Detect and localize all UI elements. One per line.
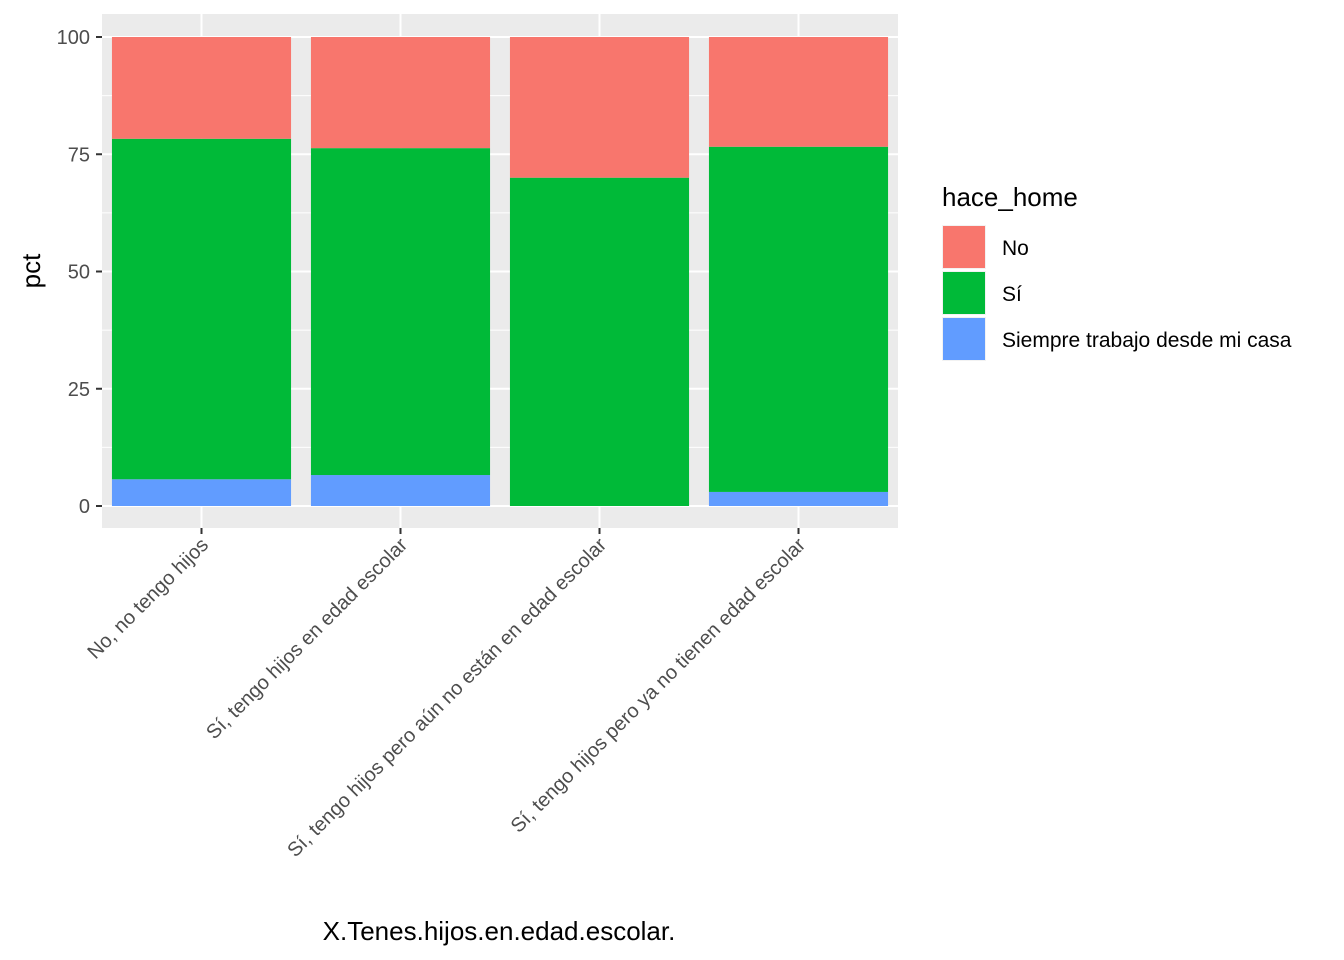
bar-segment bbox=[310, 475, 491, 506]
legend-label: Siempre trabajo desde mi casa bbox=[1002, 329, 1292, 352]
x-tick-label: Sí, tengo hijos pero aún no están en eda… bbox=[283, 534, 611, 862]
legend: hace_home No Sí Siempre trabajo desde mi c… bbox=[942, 182, 1292, 361]
legend-key bbox=[943, 272, 985, 314]
y-tick-label: 25 bbox=[68, 379, 90, 401]
legend-title: hace_home bbox=[942, 182, 1078, 212]
bar-segment bbox=[111, 138, 292, 480]
bar-segment bbox=[111, 37, 292, 139]
legend-label: Sí bbox=[1002, 283, 1022, 306]
bar-segment bbox=[708, 37, 889, 147]
x-axis-title: X.Tenes.hijos.en.edad.escolar. bbox=[323, 916, 676, 946]
bar-segment bbox=[111, 479, 292, 506]
bar-segment bbox=[509, 37, 690, 178]
x-tick-label: Sí, tengo hijos en edad escolar bbox=[202, 534, 412, 744]
y-tick-label: 0 bbox=[79, 496, 90, 518]
y-tick-label: 75 bbox=[68, 144, 90, 166]
x-tick-label: No, no tengo hijos bbox=[83, 534, 213, 664]
bar-segment bbox=[708, 491, 889, 506]
bar-segment bbox=[509, 177, 690, 506]
bars bbox=[111, 37, 889, 506]
legend-key bbox=[943, 318, 985, 360]
bar-segment bbox=[310, 37, 491, 149]
bar-segment bbox=[310, 148, 491, 476]
y-axis-title: pct bbox=[16, 253, 46, 288]
legend-label: No bbox=[1002, 237, 1029, 260]
legend-key bbox=[943, 226, 985, 268]
bar-segment bbox=[708, 146, 889, 492]
y-tick-label: 50 bbox=[68, 262, 90, 284]
y-axis: 0 25 50 75 100 bbox=[57, 27, 102, 518]
y-tick-label: 100 bbox=[57, 27, 90, 49]
